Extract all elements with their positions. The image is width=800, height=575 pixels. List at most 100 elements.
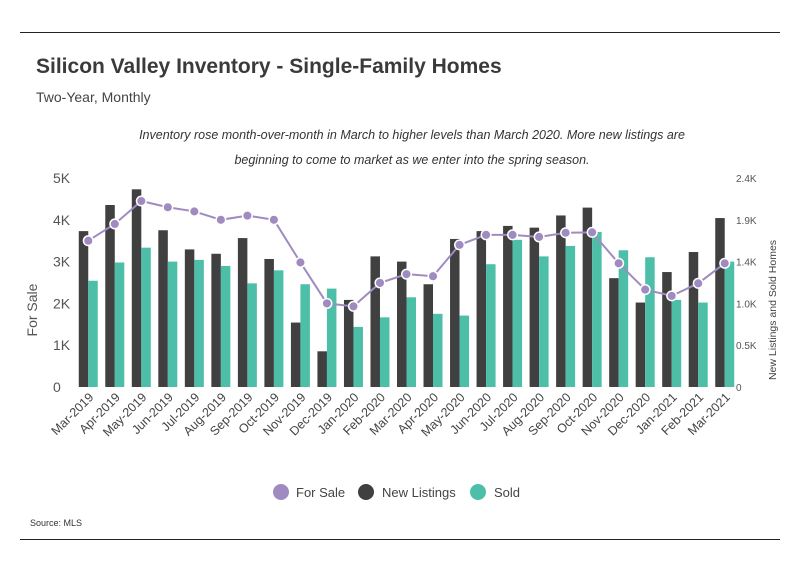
for-sale-point — [135, 195, 147, 207]
for-sale-point — [400, 268, 413, 280]
annotation-line-2: beginning to come to market as we enter … — [234, 153, 589, 167]
bar-sold — [512, 239, 523, 387]
bar-sold — [724, 261, 735, 387]
bar-new-listings — [476, 231, 487, 387]
bar-sold — [141, 247, 151, 387]
for-sale-point — [666, 290, 678, 302]
bar-new-listings — [715, 218, 725, 387]
bar-sold — [406, 297, 416, 387]
right-axis-label: New Listings and Sold Homes — [767, 240, 779, 380]
for-sale-point — [427, 270, 439, 282]
bar-new-listings — [78, 231, 89, 387]
bar-new-listings — [582, 207, 593, 387]
for-sale-point — [294, 256, 306, 268]
bar-sold — [459, 315, 470, 387]
for-sale-point — [162, 201, 174, 213]
bar-new-listings — [503, 225, 513, 387]
for-sale-point — [507, 229, 519, 241]
right-axis: 0 0.5K 1.0K 1.4K 1.9K 2.4K — [736, 174, 757, 394]
bar-new-listings — [397, 261, 407, 387]
bar-new-listings — [635, 302, 646, 387]
bar-new-listings — [609, 278, 619, 387]
bar-sold — [433, 313, 443, 387]
legend: For Sale New Listings Sold — [273, 484, 520, 500]
left-tick-label: 5K — [53, 170, 71, 186]
bar-sold — [539, 256, 549, 388]
bar-new-listings — [237, 238, 248, 387]
for-sale-point — [719, 257, 731, 269]
for-sale-point — [639, 284, 651, 296]
for-sale-point — [560, 227, 572, 239]
left-tick-label: 3K — [53, 254, 71, 270]
for-sale-point — [586, 226, 598, 238]
legend-swatch-for-sale — [273, 484, 289, 500]
for-sale-point — [268, 214, 280, 226]
bar-sold — [300, 284, 310, 387]
bar-new-listings — [423, 284, 434, 387]
for-sale-point — [453, 239, 466, 251]
bar-series — [78, 189, 735, 388]
bar-sold — [326, 288, 337, 387]
legend-label-sold: Sold — [494, 485, 520, 500]
bar-sold — [114, 262, 125, 387]
legend-label-new-listings: New Listings — [382, 485, 456, 500]
for-sale-point — [613, 257, 625, 269]
left-tick-label: 1K — [53, 337, 71, 353]
for-sale-point — [241, 210, 253, 222]
right-tick-label: 0.5K — [736, 341, 757, 352]
left-axis: 0 1K 2K 3K 4K 5K — [53, 170, 71, 395]
legend-label-for-sale: For Sale — [296, 485, 345, 500]
bar-new-listings — [370, 256, 380, 388]
right-tick-label: 1.4K — [736, 258, 757, 269]
right-tick-label: 0 — [736, 383, 742, 394]
bar-sold — [671, 299, 682, 387]
bar-new-listings — [343, 299, 354, 387]
line-series — [82, 195, 731, 312]
x-axis-ticks: Mar-2019Apr-2019May-2019Jun-2019Jul-2019… — [49, 390, 733, 439]
page-subtitle: Two-Year, Monthly — [36, 89, 151, 105]
bar-new-listings — [131, 189, 142, 387]
bar-sold — [698, 302, 708, 387]
legend-swatch-new-listings — [358, 484, 374, 500]
bar-sold — [194, 259, 204, 387]
right-tick-label: 1.9K — [736, 216, 757, 227]
right-tick-label: 1.0K — [736, 299, 757, 310]
for-sale-point — [374, 277, 386, 289]
for-sale-point — [533, 231, 545, 243]
bar-new-listings — [317, 351, 327, 387]
for-sale-point — [215, 214, 227, 226]
bar-sold — [379, 317, 390, 387]
for-sale-point — [692, 277, 704, 289]
bar-new-listings — [662, 272, 672, 387]
source-note: Source: MLS — [30, 518, 83, 528]
right-tick-label: 2.4K — [736, 174, 757, 185]
bar-new-listings — [264, 258, 274, 387]
annotation-line-1: Inventory rose month-over-month in March… — [139, 128, 685, 142]
bar-new-listings — [184, 249, 195, 387]
bar-new-listings — [688, 252, 699, 387]
for-sale-point — [321, 297, 333, 309]
left-axis-label: For Sale — [24, 283, 40, 336]
for-sale-point — [480, 229, 492, 241]
bar-sold — [167, 261, 178, 387]
bar-sold — [220, 265, 231, 387]
bar-sold — [592, 231, 602, 387]
bar-sold — [565, 245, 576, 387]
left-tick-label: 0 — [53, 379, 61, 395]
page-title: Silicon Valley Inventory - Single-Family… — [36, 55, 502, 78]
for-sale-point — [188, 205, 200, 217]
bar-new-listings — [211, 253, 221, 387]
bottom-rule — [20, 539, 780, 540]
legend-swatch-sold — [470, 484, 486, 500]
bar-sold — [645, 257, 655, 387]
bar-new-listings — [158, 230, 168, 387]
bar-sold — [273, 270, 284, 387]
bar-new-listings — [450, 238, 460, 387]
bar-new-listings — [556, 215, 566, 387]
bar-sold — [247, 283, 257, 387]
for-sale-point — [82, 235, 94, 247]
bar-new-listings — [529, 227, 540, 387]
bar-sold — [618, 250, 629, 387]
left-tick-label: 2K — [53, 295, 71, 311]
